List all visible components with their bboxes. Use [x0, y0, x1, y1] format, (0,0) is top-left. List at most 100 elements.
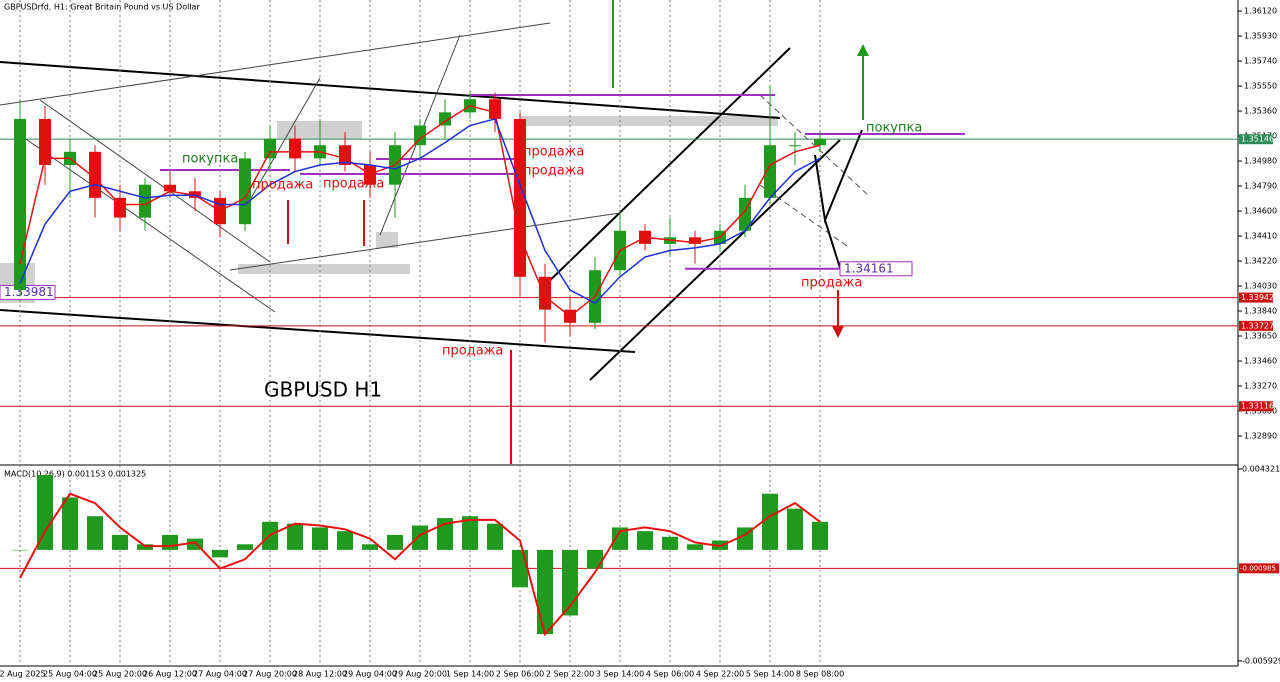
y-tick-label: 1.35550	[1244, 82, 1277, 91]
x-tick-label: 1 Sep 14:00	[446, 670, 494, 679]
chart-title: GBPUSDrfd, H1: Great Britain Pound vs US…	[4, 3, 200, 12]
histogram-bar	[812, 521, 828, 550]
y-tick-label: 1.33460	[1244, 356, 1277, 365]
trend-line	[19, 134, 276, 313]
histogram-bar	[212, 549, 228, 558]
candle-body	[414, 125, 426, 146]
x-tick-label: 2 Sep 06:00	[496, 670, 544, 679]
histogram-bar	[412, 525, 428, 550]
histogram-bar	[12, 549, 28, 551]
y-tick-label: 1.34790	[1244, 182, 1277, 191]
x-tick-label: 3 Sep 14:00	[596, 670, 644, 679]
trend-line	[0, 22, 551, 106]
histogram-bar	[187, 538, 203, 550]
annotation: продажа	[323, 177, 384, 192]
histogram-bar	[337, 531, 353, 550]
histogram-bar	[62, 497, 78, 550]
level-box-label: 1.33981	[4, 285, 54, 299]
trend-line	[0, 309, 636, 353]
histogram-bar	[687, 544, 703, 550]
x-tick-label: 29 Aug 20:00	[393, 670, 447, 679]
histogram-bar	[537, 549, 553, 635]
moving-average	[19, 118, 821, 305]
level-label: 1.33727	[1241, 321, 1274, 330]
zone	[376, 232, 398, 248]
histogram-bar	[112, 534, 128, 550]
annotation: продажа	[523, 145, 584, 160]
y-tick-label: 1.34600	[1244, 207, 1277, 216]
histogram-bar	[662, 536, 678, 550]
level-tag	[1239, 134, 1273, 145]
trend-line	[0, 61, 781, 119]
y-tick-label: 1.34410	[1244, 232, 1277, 241]
histogram-bar	[362, 544, 378, 550]
candle-body	[689, 237, 701, 244]
watermark: GBPUSD H1	[264, 378, 382, 402]
trend-line	[759, 184, 851, 249]
channel-line	[539, 47, 791, 291]
y-tick-label: 1.32890	[1244, 431, 1277, 440]
y-tick-label: 1.34220	[1244, 257, 1277, 266]
histogram-bar	[237, 544, 253, 550]
level-tag	[1239, 563, 1279, 574]
histogram-bar	[512, 549, 528, 588]
histogram-bar	[587, 549, 603, 569]
candle-body	[164, 184, 176, 192]
histogram-bar	[637, 531, 653, 550]
histogram-bar	[162, 534, 178, 550]
level-label: -0.000985	[1240, 564, 1276, 572]
y-tick-label: 1.34030	[1244, 282, 1277, 291]
x-tick-label: 8 Sep 08:00	[796, 670, 844, 679]
y-tick-label: 1.35930	[1244, 32, 1277, 41]
level-box-label: 1.34161	[844, 261, 894, 275]
x-tick-label: 27 Aug 20:00	[243, 670, 297, 679]
candle-body	[289, 138, 301, 159]
x-tick-label: 2 Sep 22:00	[546, 670, 594, 679]
arrow-head	[857, 44, 869, 56]
zone	[520, 116, 778, 126]
x-tick-label: 28 Aug 12:00	[293, 670, 347, 679]
candle-body	[264, 138, 276, 159]
x-tick-label: 4 Sep 06:00	[646, 670, 694, 679]
x-tick-label: 25 Aug 04:00	[43, 670, 97, 679]
y-tick-label: 1.33650	[1244, 331, 1277, 340]
candle-body	[764, 145, 776, 198]
y-tick-label: -0.005929	[1242, 656, 1280, 665]
level-tag	[1239, 292, 1273, 303]
candle-body	[89, 151, 101, 198]
y-tick-label: 1.35740	[1244, 57, 1277, 66]
x-tick-label: 22 Aug 2025	[0, 670, 46, 679]
arrow-head	[832, 326, 844, 338]
annotation: продажа	[252, 178, 313, 193]
x-tick-label: 25 Aug 20:00	[93, 670, 147, 679]
histogram-bar	[462, 516, 478, 550]
x-tick-label: 29 Aug 04:00	[343, 670, 397, 679]
annotation: покупка	[866, 121, 922, 136]
level-label: 1.35146	[1241, 135, 1274, 144]
x-tick-label: 4 Sep 22:00	[696, 670, 744, 679]
indicator-title: MACD(10,26,9) 0.001153 0.001325	[4, 470, 146, 479]
level-box	[0, 284, 56, 300]
histogram-bar	[787, 508, 803, 550]
y-tick-label: 1.35360	[1244, 107, 1277, 116]
x-tick-label: 26 Aug 12:00	[143, 670, 197, 679]
trend-line	[229, 212, 621, 271]
candle-body	[239, 158, 251, 225]
level-tag	[1239, 320, 1273, 331]
candle-body	[489, 99, 501, 119]
candle-body	[514, 118, 526, 277]
annotation: продажа	[801, 276, 862, 291]
signal-line	[19, 492, 821, 637]
trend-line	[39, 99, 271, 263]
annotation: продажа	[523, 164, 584, 179]
y-tick-label: 1.33270	[1244, 381, 1277, 390]
y-tick-label: 1.36120	[1244, 7, 1277, 16]
candle-body	[789, 145, 801, 147]
histogram-bar	[312, 527, 328, 550]
histogram-bar	[487, 523, 503, 550]
level-box	[839, 261, 913, 277]
candle-body	[39, 118, 51, 165]
candle-body	[114, 197, 126, 218]
